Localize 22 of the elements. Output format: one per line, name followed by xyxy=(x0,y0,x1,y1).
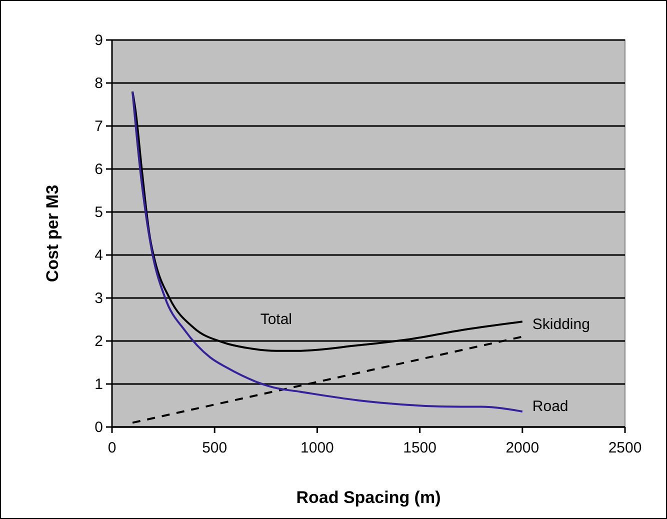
series-label: Total xyxy=(260,311,292,328)
y-tick-label: 0 xyxy=(94,418,103,436)
y-tick-label: 1 xyxy=(94,376,103,393)
x-tick-label: 2500 xyxy=(608,440,642,456)
x-tick-label: 1500 xyxy=(403,440,436,456)
y-tick-label: 8 xyxy=(94,74,103,92)
x-tick-label: 1000 xyxy=(300,440,334,456)
y-axis-title: Cost per M3 xyxy=(43,184,62,282)
x-tick-label: 2000 xyxy=(506,440,540,456)
y-tick-label: 6 xyxy=(94,160,103,178)
y-tick-label: 7 xyxy=(94,118,103,135)
x-axis-title: Road Spacing (m) xyxy=(296,488,441,507)
x-tick-label: 500 xyxy=(202,440,228,456)
series-label: Road xyxy=(532,398,568,415)
line-series xyxy=(132,90,524,413)
y-tick-label: 3 xyxy=(94,290,103,307)
series-label: Skidding xyxy=(532,316,590,333)
y-tick-label: 5 xyxy=(94,204,103,221)
x-tick-label: 0 xyxy=(108,440,116,456)
y-tick-label: 2 xyxy=(94,332,103,350)
y-tick-label: 9 xyxy=(94,32,103,49)
y-tick-label: 4 xyxy=(94,246,103,264)
